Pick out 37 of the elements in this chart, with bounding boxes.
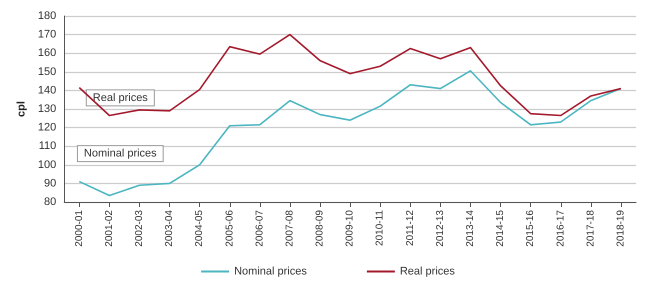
x-tick-label: 2017-18 [585, 210, 596, 247]
x-tick-label: 2011-12 [404, 210, 416, 246]
x-tick-label: 2018-19 [615, 210, 626, 247]
x-tick-label: 2016-17 [555, 210, 566, 247]
annotation: Nominal prices [84, 148, 158, 160]
y-tick-label: 130 [38, 103, 56, 115]
x-tick-label: 2002-03 [134, 210, 145, 247]
y-tick-label: 90 [44, 177, 56, 190]
y-tick-label: 140 [38, 84, 56, 96]
x-tick-label: 2001-02 [104, 210, 115, 247]
x-tick-label: 2010-11 [374, 210, 386, 246]
y-tick-label: 150 [38, 66, 56, 78]
legend-label: Nominal prices [234, 266, 308, 278]
x-tick-label: 2009-10 [344, 210, 356, 247]
x-tick-label: 2003-04 [164, 210, 176, 247]
x-tick-label: 2008-09 [314, 210, 326, 247]
x-tick-label: 2013-14 [464, 210, 476, 247]
annotation: Real prices [92, 92, 148, 104]
legend-label: Real prices [400, 266, 456, 278]
y-tick-label: 160 [38, 47, 56, 60]
x-tick-label: 2012-13 [434, 210, 446, 247]
y-tick-label: 170 [38, 28, 56, 41]
x-tick-label: 2006-07 [254, 210, 266, 247]
x-tick-label: 2000-01 [74, 210, 85, 247]
y-axis-title: cpl [16, 101, 28, 117]
y-tick-label: 80 [44, 196, 56, 208]
y-tick-label: 100 [38, 158, 56, 171]
y-tick-label: 180 [38, 10, 56, 22]
x-tick-label: 2015-16 [525, 210, 536, 247]
line-series [78, 70, 622, 196]
x-tick-label: 2005-06 [224, 210, 236, 247]
x-tick-label: 2007-08 [284, 210, 296, 247]
y-tick-label: 110 [38, 140, 56, 152]
y-tick-label: 120 [38, 122, 56, 134]
line-series [78, 34, 622, 116]
x-tick-label: 2014-15 [495, 210, 506, 247]
x-tick-label: 2004-05 [194, 210, 206, 247]
